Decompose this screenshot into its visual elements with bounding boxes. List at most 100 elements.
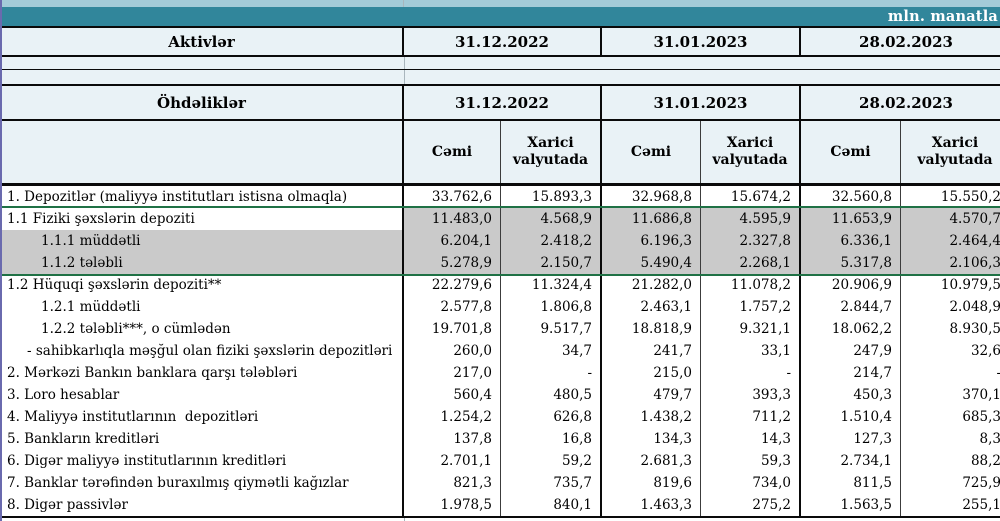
- value-cell[interactable]: 2.327,8: [701, 230, 801, 252]
- value-cell[interactable]: 255,1: [901, 494, 1000, 516]
- value-cell[interactable]: 1.806,8: [501, 296, 602, 318]
- row-label-cell[interactable]: 7. Banklar tərəfindən buraxılmış qiymətl…: [1, 472, 404, 494]
- liabilities-title-cell[interactable]: Öhdəliklər: [1, 86, 404, 119]
- value-cell[interactable]: 18.818,9: [602, 318, 701, 340]
- value-cell[interactable]: 1.510,4: [801, 406, 901, 428]
- value-cell[interactable]: 14,3: [701, 428, 801, 450]
- value-cell[interactable]: 22.279,6: [404, 274, 501, 296]
- value-cell[interactable]: 479,7: [602, 384, 701, 406]
- value-cell[interactable]: 2.464,4: [901, 230, 1000, 252]
- row-label-cell[interactable]: 1.2 Hüquqi şəxslərin depoziti**: [1, 274, 404, 296]
- value-cell[interactable]: -: [901, 362, 1000, 384]
- subheader-empty-cell[interactable]: [1, 121, 404, 183]
- liabilities-date-cell-1[interactable]: 31.12.2022: [404, 86, 602, 119]
- value-cell[interactable]: 1.757,2: [701, 296, 801, 318]
- assets-date-cell-2[interactable]: 31.01.2023: [602, 28, 801, 55]
- row-label-cell[interactable]: 1.2.2 tələbli***, o cümlədən: [1, 318, 404, 340]
- row-label-cell[interactable]: - sahibkarlıqla məşğul olan fiziki şəxsl…: [1, 340, 404, 362]
- value-cell[interactable]: 15.893,3: [501, 186, 602, 208]
- subheader-total-cell-2[interactable]: Cəmi: [602, 121, 701, 183]
- value-cell[interactable]: 19.701,8: [404, 318, 501, 340]
- row-label-cell[interactable]: 6. Digər maliyyə institutlarının kreditl…: [1, 450, 404, 472]
- assets-date-cell-1[interactable]: 31.12.2022: [404, 28, 602, 55]
- value-cell[interactable]: 15.550,2: [901, 186, 1000, 208]
- value-cell[interactable]: 9.321,1: [701, 318, 801, 340]
- value-cell[interactable]: 11.324,4: [501, 274, 602, 296]
- value-cell[interactable]: 127,3: [801, 428, 901, 450]
- subheader-total-cell-3[interactable]: Cəmi: [801, 121, 901, 183]
- value-cell[interactable]: 260,0: [404, 340, 501, 362]
- row-label-cell[interactable]: 1.1 Fiziki şəxslərin depoziti: [1, 208, 404, 230]
- liabilities-date-cell-2[interactable]: 31.01.2023: [602, 86, 801, 119]
- subheader-total-cell-1[interactable]: Cəmi: [404, 121, 501, 183]
- value-cell[interactable]: 18.062,2: [801, 318, 901, 340]
- value-cell[interactable]: 2.681,3: [602, 450, 701, 472]
- row-label-cell[interactable]: 5. Bankların kreditləri: [1, 428, 404, 450]
- value-cell[interactable]: 2.734,1: [801, 450, 901, 472]
- value-cell[interactable]: 819,6: [602, 472, 701, 494]
- value-cell[interactable]: 480,5: [501, 384, 602, 406]
- value-cell[interactable]: 59,3: [701, 450, 801, 472]
- value-cell[interactable]: 33.762,6: [404, 186, 501, 208]
- value-cell[interactable]: 1.463,3: [602, 494, 701, 516]
- value-cell[interactable]: 2.268,1: [701, 252, 801, 274]
- row-label-cell[interactable]: 3. Loro hesablar: [1, 384, 404, 406]
- row-label-cell[interactable]: 1.1.1 müddətli: [1, 230, 404, 252]
- value-cell[interactable]: 6.204,1: [404, 230, 501, 252]
- value-cell[interactable]: -: [501, 362, 602, 384]
- value-cell[interactable]: 2.106,3: [901, 252, 1000, 274]
- value-cell[interactable]: 247,9: [801, 340, 901, 362]
- value-cell[interactable]: 15.674,2: [701, 186, 801, 208]
- value-cell[interactable]: 6.196,3: [602, 230, 701, 252]
- assets-title-cell[interactable]: Aktivlər: [1, 28, 404, 55]
- value-cell[interactable]: 734,0: [701, 472, 801, 494]
- value-cell[interactable]: 2.418,2: [501, 230, 602, 252]
- row-label-cell[interactable]: 2. Mərkəzi Bankın banklara qarşı tələblə…: [1, 362, 404, 384]
- value-cell[interactable]: 32.968,8: [602, 186, 701, 208]
- row-label-cell[interactable]: 8. Digər passivlər: [1, 494, 404, 516]
- row-label-cell[interactable]: 1.1.2 tələbli: [1, 252, 404, 274]
- value-cell[interactable]: 8.930,5: [901, 318, 1000, 340]
- value-cell[interactable]: 370,1: [901, 384, 1000, 406]
- value-cell[interactable]: 2.701,1: [404, 450, 501, 472]
- value-cell[interactable]: 8,3: [901, 428, 1000, 450]
- value-cell[interactable]: 685,3: [901, 406, 1000, 428]
- value-cell[interactable]: 5.490,4: [602, 252, 701, 274]
- value-cell[interactable]: 2.844,7: [801, 296, 901, 318]
- subheader-foreign-cell-2[interactable]: Xarici valyutada: [701, 121, 801, 183]
- value-cell[interactable]: 2.048,9: [901, 296, 1000, 318]
- subheader-foreign-cell-1[interactable]: Xarici valyutada: [501, 121, 602, 183]
- value-cell[interactable]: 711,2: [701, 406, 801, 428]
- liabilities-date-cell-3[interactable]: 28.02.2023: [859, 93, 953, 112]
- value-cell[interactable]: 32.560,8: [801, 186, 901, 208]
- assets-date-cell-3[interactable]: 28.02.2023: [859, 32, 953, 51]
- value-cell[interactable]: 134,3: [602, 428, 701, 450]
- value-cell[interactable]: 59,2: [501, 450, 602, 472]
- value-cell[interactable]: 4.570,7: [901, 208, 1000, 230]
- value-cell[interactable]: 2.150,7: [501, 252, 602, 274]
- value-cell[interactable]: 34,7: [501, 340, 602, 362]
- value-cell[interactable]: 21.282,0: [602, 274, 701, 296]
- value-cell[interactable]: 560,4: [404, 384, 501, 406]
- value-cell[interactable]: 811,5: [801, 472, 901, 494]
- value-cell[interactable]: 9.517,7: [501, 318, 602, 340]
- value-cell[interactable]: -: [701, 362, 801, 384]
- value-cell[interactable]: 4.595,9: [701, 208, 801, 230]
- row-label-cell[interactable]: 1. Depozitlər (maliyyə institutları isti…: [1, 186, 404, 208]
- value-cell[interactable]: 1.978,5: [404, 494, 501, 516]
- value-cell[interactable]: 241,7: [602, 340, 701, 362]
- value-cell[interactable]: 1.438,2: [602, 406, 701, 428]
- value-cell[interactable]: 11.686,8: [602, 208, 701, 230]
- subheader-foreign-cell-3[interactable]: Xarici valyutada: [901, 121, 1000, 183]
- value-cell[interactable]: 275,2: [701, 494, 801, 516]
- value-cell[interactable]: 32,6: [901, 340, 1000, 362]
- value-cell[interactable]: 10.979,5: [901, 274, 1000, 296]
- value-cell[interactable]: 11.653,9: [801, 208, 901, 230]
- value-cell[interactable]: 214,7: [801, 362, 901, 384]
- value-cell[interactable]: 6.336,1: [801, 230, 901, 252]
- value-cell[interactable]: 735,7: [501, 472, 602, 494]
- value-cell[interactable]: 11.483,0: [404, 208, 501, 230]
- value-cell[interactable]: 2.463,1: [602, 296, 701, 318]
- value-cell[interactable]: 2.577,8: [404, 296, 501, 318]
- value-cell[interactable]: 217,0: [404, 362, 501, 384]
